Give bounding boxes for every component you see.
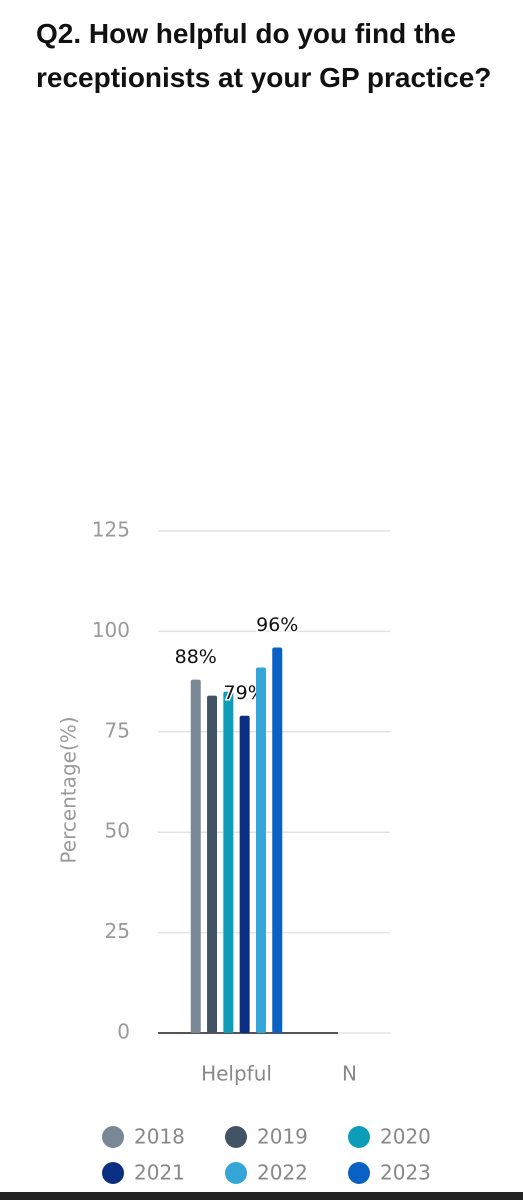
legend-marker — [225, 1126, 247, 1148]
legend-marker — [348, 1162, 370, 1184]
legend-marker — [102, 1126, 124, 1148]
y-tick-label: 0 — [117, 1020, 130, 1044]
bar — [272, 647, 283, 1033]
bar — [239, 715, 250, 1033]
legend-label: 2019 — [257, 1125, 308, 1149]
bar — [190, 679, 201, 1033]
chart-title: Q2. How helpful do you find the receptio… — [36, 18, 492, 93]
legend-marker — [348, 1126, 370, 1148]
bar — [207, 695, 218, 1033]
y-tick-label: 125 — [92, 518, 130, 542]
legend-label: 2021 — [134, 1161, 185, 1185]
legend-label: 2022 — [257, 1161, 308, 1185]
legend-label: 2018 — [134, 1125, 185, 1149]
legend-marker — [225, 1162, 247, 1184]
bar — [255, 667, 266, 1033]
legend-marker — [102, 1162, 124, 1184]
bar — [223, 691, 234, 1033]
y-tick-label: 100 — [92, 618, 130, 642]
legend-label: 2023 — [380, 1161, 431, 1185]
value-label: 88% — [175, 646, 217, 668]
y-tick-label: 75 — [105, 718, 130, 742]
x-tick-label: Helpful — [201, 1062, 272, 1086]
x-tick-label: N — [342, 1062, 357, 1086]
y-axis-label: Percentage(%) — [57, 716, 81, 863]
y-tick-label: 50 — [105, 819, 130, 843]
value-label: 96% — [256, 614, 298, 636]
y-tick-label: 25 — [105, 919, 130, 943]
legend-label: 2020 — [380, 1125, 431, 1149]
bottom-bar — [0, 1192, 523, 1200]
